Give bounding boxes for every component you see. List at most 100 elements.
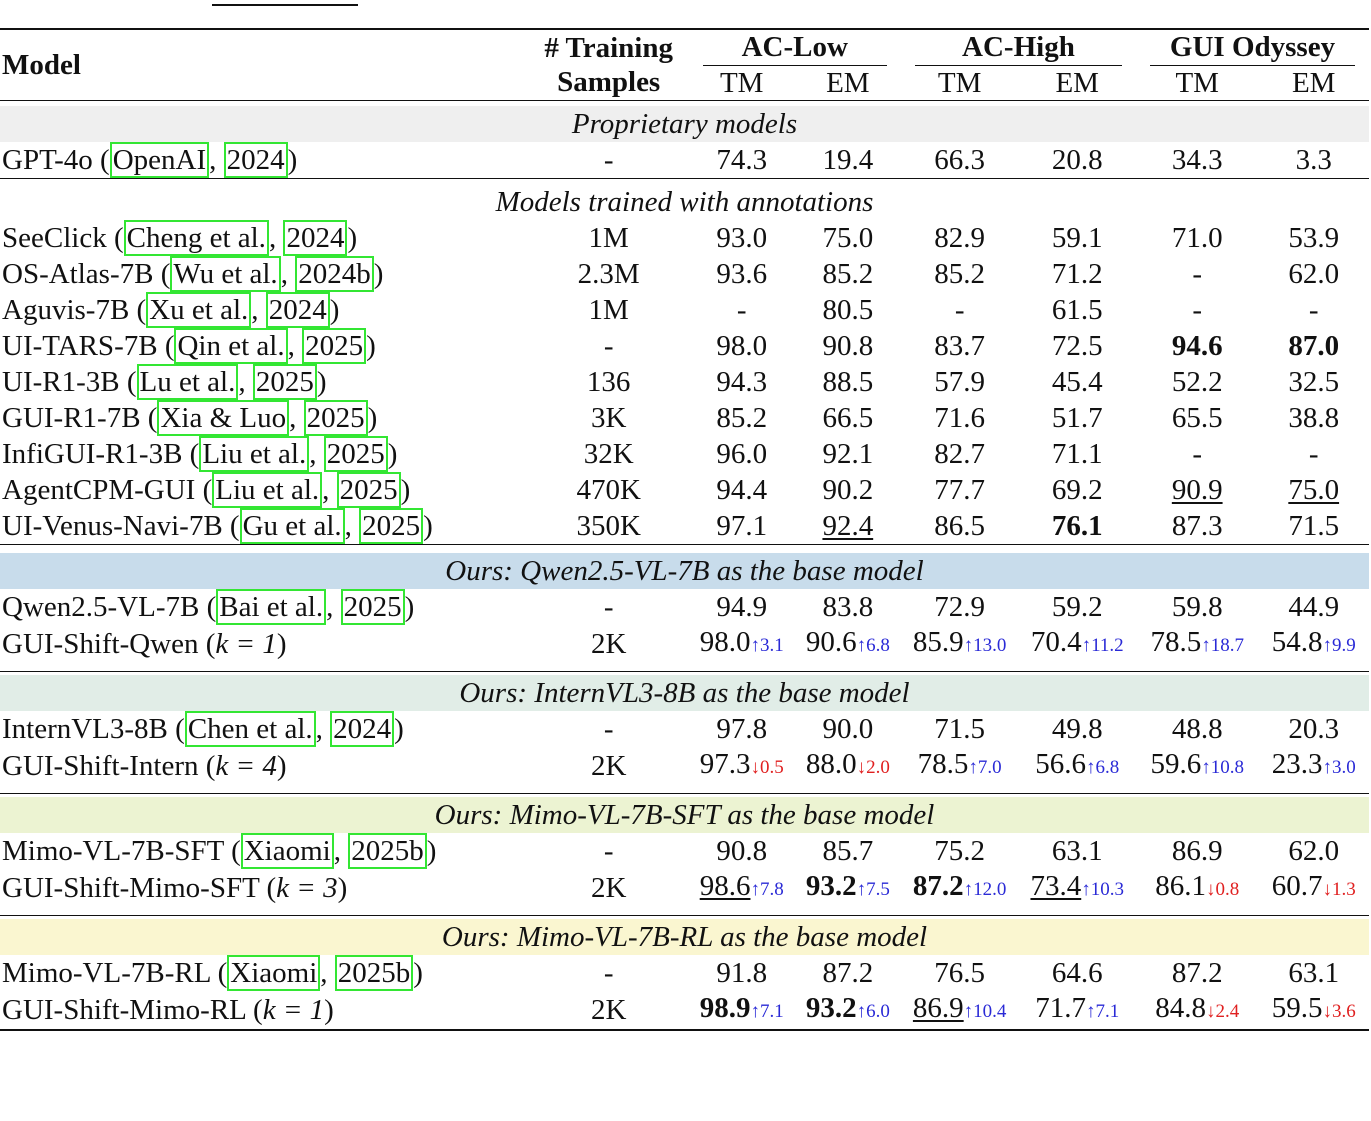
citation-link[interactable]: Gu et al. [239, 508, 345, 544]
citation-link[interactable]: Xiaomi [227, 955, 321, 991]
citation-link[interactable]: 2025 [336, 472, 401, 508]
section-mimo-sft: Ours: Mimo-VL-7B-SFT as the base model [0, 797, 1369, 833]
value-cell: 85.9↑13.0 [912, 626, 1007, 658]
value-cell-best: 87.0 [1288, 330, 1340, 362]
delta-down: ↓2.0 [856, 757, 890, 778]
value-cell: 94.3 [716, 366, 768, 398]
value-cell: 98.6↑7.8 [699, 870, 784, 902]
value-cell: 69.2 [1051, 474, 1103, 506]
citation-link[interactable]: Cheng et al. [123, 220, 269, 256]
value-cell-best: 94.6 [1171, 330, 1223, 362]
value-cell: 44.9 [1288, 591, 1340, 623]
samples-cell: - [603, 713, 614, 745]
value-cell: 77.7 [934, 474, 986, 506]
delta-down: ↓3.6 [1322, 1001, 1356, 1022]
table-row: Mimo-VL-7B-SFT (Xiaomi, 2025b) - 90.8 85… [0, 833, 1369, 869]
samples-cell: 3K [590, 402, 627, 434]
value-cell: - [1308, 438, 1319, 470]
samples-cell: 32K [583, 438, 634, 470]
value-cell: 72.9 [934, 591, 986, 623]
delta-up: ↑7.0 [968, 757, 1002, 778]
section-proprietary: Proprietary models [0, 106, 1369, 142]
value-cell: 20.3 [1288, 713, 1340, 745]
header-metric: TM [937, 67, 982, 99]
table-row: InfiGUI-R1-3B (Liu et al., 2025) 32K 96.… [0, 436, 1369, 472]
model-name: SeeClick (Cheng et al., 2024) [2, 220, 358, 256]
section-mimo-rl: Ours: Mimo-VL-7B-RL as the base model [0, 919, 1369, 955]
value-cell: 90.6↑6.8 [805, 626, 890, 658]
citation-link[interactable]: Xu et al. [146, 292, 252, 328]
value-cell: 93.0 [716, 222, 768, 254]
value-cell: 93.6 [716, 258, 768, 290]
delta-up: ↑10.8 [1201, 757, 1244, 778]
value-cell: 78.5↑7.0 [917, 748, 1002, 780]
value-cell: 62.0 [1288, 258, 1340, 290]
value-cell: 70.4↑11.2 [1030, 626, 1124, 658]
value-cell: 93.2↑7.5 [805, 870, 890, 902]
citation-link[interactable]: 2025 [252, 364, 317, 400]
results-table: Model # Training Samples AC-Low AC-High … [0, 28, 1369, 1031]
citation-link[interactable]: 2024 [283, 220, 348, 256]
citation-link[interactable]: 2024 [330, 711, 395, 747]
samples-cell: 350K [576, 510, 641, 542]
model-name: Qwen2.5-VL-7B (Bai et al., 2025) [2, 589, 415, 625]
value-cell: 71.2 [1051, 258, 1103, 290]
value-cell: 59.6↑10.8 [1150, 748, 1244, 780]
header-group-ac-high: AC-High [900, 28, 1136, 66]
model-name: InfiGUI-R1-3B (Liu et al., 2025) [2, 436, 398, 472]
model-name: Mimo-VL-7B-RL (Xiaomi, 2025b) [2, 955, 423, 991]
header-model: Model [0, 28, 529, 101]
value-cell: 57.9 [934, 366, 986, 398]
value-cell: 85.2 [934, 258, 986, 290]
value-cell: 45.4 [1051, 366, 1103, 398]
citation-link[interactable]: Xia & Luo [157, 400, 290, 436]
citation-link[interactable]: 2025 [359, 508, 424, 544]
citation-link[interactable]: 2024b [295, 256, 374, 292]
citation-link[interactable]: Liu et al. [199, 436, 310, 472]
value-cell: 86.9↑10.4 [900, 991, 1019, 1031]
value-cell: 90.0 [822, 713, 874, 745]
citation-link[interactable]: Chen et al. [184, 711, 316, 747]
citation-link[interactable]: 2025 [302, 328, 367, 364]
header-training-line2: Samples [557, 66, 661, 98]
value-cell: 51.7 [1051, 402, 1103, 434]
citation-link[interactable]: OpenAI [109, 142, 210, 178]
table-row: GUI-Shift-Mimo-RL (k = 1) 2K 98.9↑7.1 93… [0, 991, 1369, 1031]
previous-page-fragment [0, 0, 1371, 14]
citation-link[interactable]: 2025 [323, 436, 388, 472]
delta-up: ↑13.0 [963, 635, 1007, 656]
citation-link[interactable]: 2025b [334, 955, 414, 991]
table-row: InternVL3-8B (Chen et al., 2024) - 97.8 … [0, 711, 1369, 747]
citation-link[interactable]: Bai et al. [216, 589, 327, 625]
citation-link[interactable]: 2024 [265, 292, 330, 328]
delta-up: ↑10.4 [963, 1001, 1007, 1022]
table-row: GUI-R1-7B (Xia & Luo, 2025) 3K 85.2 66.5… [0, 400, 1369, 436]
value-cell: 98.0↑3.1 [699, 626, 784, 658]
value-cell: 64.6 [1051, 957, 1103, 989]
model-name: UI-Venus-Navi-7B (Gu et al., 2025) [2, 508, 433, 544]
table-row: UI-R1-3B (Lu et al., 2025) 136 94.3 88.5… [0, 364, 1369, 400]
value-cell: 82.9 [934, 222, 986, 254]
delta-up: ↑6.0 [856, 1001, 890, 1022]
value-cell: - [954, 294, 965, 326]
citation-link[interactable]: 2024 [223, 142, 288, 178]
citation-link[interactable]: Lu et al. [136, 364, 239, 400]
samples-cell: - [603, 957, 614, 989]
citation-link[interactable]: 2025 [340, 589, 405, 625]
samples-cell: 2K [590, 628, 627, 660]
citation-link[interactable]: Xiaomi [240, 833, 334, 869]
samples-cell: 136 [586, 366, 631, 398]
citation-link[interactable]: 2025b [348, 833, 427, 869]
delta-up: ↑18.7 [1201, 635, 1244, 656]
section-annotations: Models trained with annotations [0, 184, 1369, 220]
samples-cell: 470K [576, 474, 641, 506]
citation-link[interactable]: Qin et al. [174, 328, 288, 364]
value-cell: 97.3↓0.5 [699, 748, 784, 780]
citation-link[interactable]: 2025 [303, 400, 368, 436]
citation-link[interactable]: Liu et al. [212, 472, 323, 508]
table-row: OS-Atlas-7B (Wu et al., 2024b) 2.3M 93.6… [0, 256, 1369, 292]
value-cell: 73.4↑10.3 [1030, 870, 1124, 902]
citation-link[interactable]: Wu et al. [170, 256, 281, 292]
value-cell: 86.9 [1171, 835, 1223, 867]
model-name: UI-TARS-7B (Qin et al., 2025) [2, 328, 376, 364]
